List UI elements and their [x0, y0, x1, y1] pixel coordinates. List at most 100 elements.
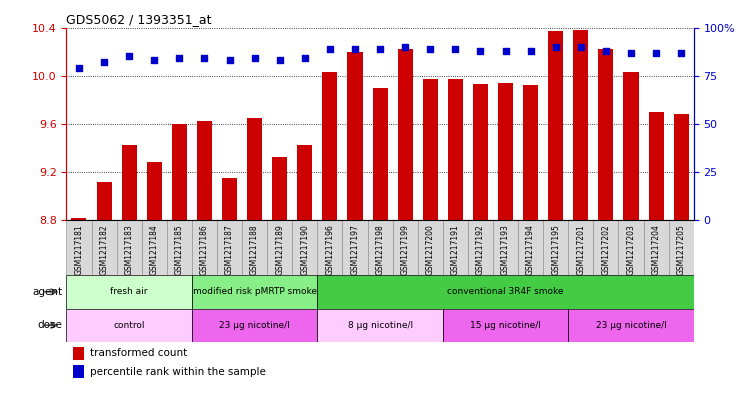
Point [449, 46, 461, 52]
Text: dose: dose [38, 320, 63, 330]
Text: GSM1217202: GSM1217202 [601, 224, 610, 275]
Text: GSM1217192: GSM1217192 [476, 224, 485, 275]
Bar [342, 220, 368, 275]
Text: control: control [114, 321, 145, 330]
Bar [142, 220, 167, 275]
Point [199, 55, 210, 61]
Point [299, 55, 311, 61]
Bar [242, 220, 267, 275]
Bar [97, 182, 111, 220]
Bar [323, 72, 337, 220]
Text: GSM1217204: GSM1217204 [652, 224, 661, 275]
Bar [267, 220, 292, 275]
Text: GSM1217199: GSM1217199 [401, 224, 410, 275]
Bar [348, 51, 362, 220]
Text: GSM1217187: GSM1217187 [225, 224, 234, 275]
Bar [317, 275, 694, 309]
Point [249, 55, 261, 61]
Bar [543, 220, 568, 275]
Bar [448, 79, 463, 220]
Bar [443, 220, 468, 275]
Bar [644, 220, 669, 275]
Point [349, 46, 361, 52]
Bar [72, 365, 84, 378]
Point [675, 50, 687, 56]
Bar [147, 162, 162, 220]
Text: GSM1217188: GSM1217188 [250, 224, 259, 275]
Text: percentile rank within the sample: percentile rank within the sample [90, 367, 266, 377]
Bar [599, 49, 613, 220]
Text: fresh air: fresh air [111, 287, 148, 296]
Bar [443, 309, 568, 342]
Text: 15 μg nicotine/l: 15 μg nicotine/l [470, 321, 541, 330]
Bar [423, 79, 438, 220]
Text: GSM1217196: GSM1217196 [325, 224, 334, 275]
Text: GDS5062 / 1393351_at: GDS5062 / 1393351_at [66, 13, 212, 26]
Text: GSM1217205: GSM1217205 [677, 224, 686, 275]
Bar [674, 114, 689, 220]
Text: transformed count: transformed count [90, 348, 187, 358]
Text: GSM1217181: GSM1217181 [75, 224, 83, 275]
Bar [568, 309, 694, 342]
Text: conventional 3R4F smoke: conventional 3R4F smoke [447, 287, 564, 296]
Bar [167, 220, 192, 275]
Bar [192, 309, 317, 342]
Bar [518, 220, 543, 275]
Text: GSM1217195: GSM1217195 [551, 224, 560, 275]
Bar [618, 220, 644, 275]
Point [274, 57, 286, 63]
Bar [624, 72, 638, 220]
Text: modified risk pMRTP smoke: modified risk pMRTP smoke [193, 287, 317, 296]
Text: GSM1217183: GSM1217183 [125, 224, 134, 275]
Point [148, 57, 160, 63]
Bar [498, 83, 513, 220]
Text: GSM1217182: GSM1217182 [100, 224, 108, 275]
Bar [122, 145, 137, 220]
Point [625, 50, 637, 56]
Bar [197, 121, 212, 220]
Point [399, 44, 411, 50]
Bar [72, 347, 84, 360]
Point [73, 65, 85, 71]
Bar [393, 220, 418, 275]
Text: GSM1217198: GSM1217198 [376, 224, 384, 275]
Point [424, 46, 436, 52]
Bar [373, 88, 387, 220]
Point [98, 59, 110, 65]
Bar [568, 220, 593, 275]
Bar [473, 84, 488, 220]
Text: agent: agent [32, 287, 63, 297]
Point [173, 55, 185, 61]
Text: GSM1217193: GSM1217193 [501, 224, 510, 275]
Bar [66, 275, 192, 309]
Bar [573, 30, 588, 220]
Bar [649, 112, 663, 220]
Text: GSM1217186: GSM1217186 [200, 224, 209, 275]
Bar [222, 178, 237, 220]
Text: GSM1217190: GSM1217190 [300, 224, 309, 275]
Bar [72, 218, 86, 220]
Bar [217, 220, 242, 275]
Bar [92, 220, 117, 275]
Point [550, 44, 562, 50]
Bar [317, 309, 443, 342]
Text: GSM1217203: GSM1217203 [627, 224, 635, 275]
Text: GSM1217194: GSM1217194 [526, 224, 535, 275]
Point [324, 46, 336, 52]
Bar [317, 220, 342, 275]
Text: GSM1217197: GSM1217197 [351, 224, 359, 275]
Point [600, 48, 612, 54]
Point [650, 50, 662, 56]
Point [575, 44, 587, 50]
Text: GSM1217200: GSM1217200 [426, 224, 435, 275]
Bar [398, 49, 413, 220]
Point [500, 48, 511, 54]
Point [374, 46, 386, 52]
Text: GSM1217189: GSM1217189 [275, 224, 284, 275]
Bar [247, 118, 262, 220]
Text: GSM1217185: GSM1217185 [175, 224, 184, 275]
Text: 8 μg nicotine/l: 8 μg nicotine/l [348, 321, 413, 330]
Bar [593, 220, 618, 275]
Bar [418, 220, 443, 275]
Bar [172, 124, 187, 220]
